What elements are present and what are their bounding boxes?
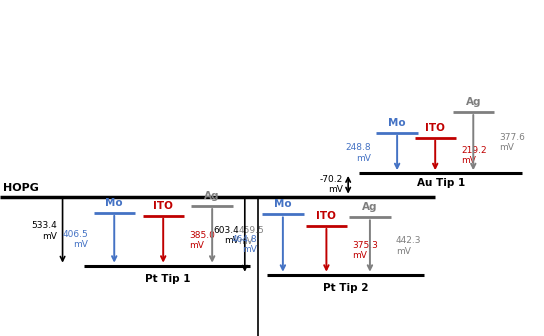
Text: 219.2
mV: 219.2 mV [461, 146, 487, 165]
Text: Au Tip 1: Au Tip 1 [417, 178, 465, 188]
Text: HOPG: HOPG [3, 183, 39, 193]
Text: ITO: ITO [425, 123, 445, 133]
Text: 248.8
mV: 248.8 mV [345, 143, 371, 163]
Text: 603.4
mV: 603.4 mV [214, 226, 239, 245]
Text: -70.2
mV: -70.2 mV [319, 175, 343, 195]
Text: 464.8
mV: 464.8 mV [231, 235, 257, 254]
Text: ITO: ITO [317, 211, 336, 221]
Text: 533.4
mV: 533.4 mV [32, 221, 57, 241]
Text: Ag: Ag [362, 202, 378, 212]
Text: ITO: ITO [153, 201, 173, 211]
Text: Ag: Ag [466, 97, 481, 107]
Text: 406.5
mV: 406.5 mV [63, 229, 88, 249]
Text: Ag: Ag [205, 191, 220, 201]
Text: 375.3
mV: 375.3 mV [353, 241, 379, 260]
Text: 459.5
mV: 459.5 mV [238, 226, 264, 246]
Text: 442.3
mV: 442.3 mV [396, 236, 422, 256]
Text: Pt Tip 1: Pt Tip 1 [145, 274, 190, 284]
Text: Mo: Mo [274, 200, 292, 209]
Text: Pt Tip 2: Pt Tip 2 [323, 283, 368, 293]
Text: Mo: Mo [388, 118, 406, 128]
Text: Mo: Mo [106, 198, 123, 208]
Text: 377.6
mV: 377.6 mV [499, 133, 526, 152]
Text: 385.0
mV: 385.0 mV [189, 231, 215, 250]
